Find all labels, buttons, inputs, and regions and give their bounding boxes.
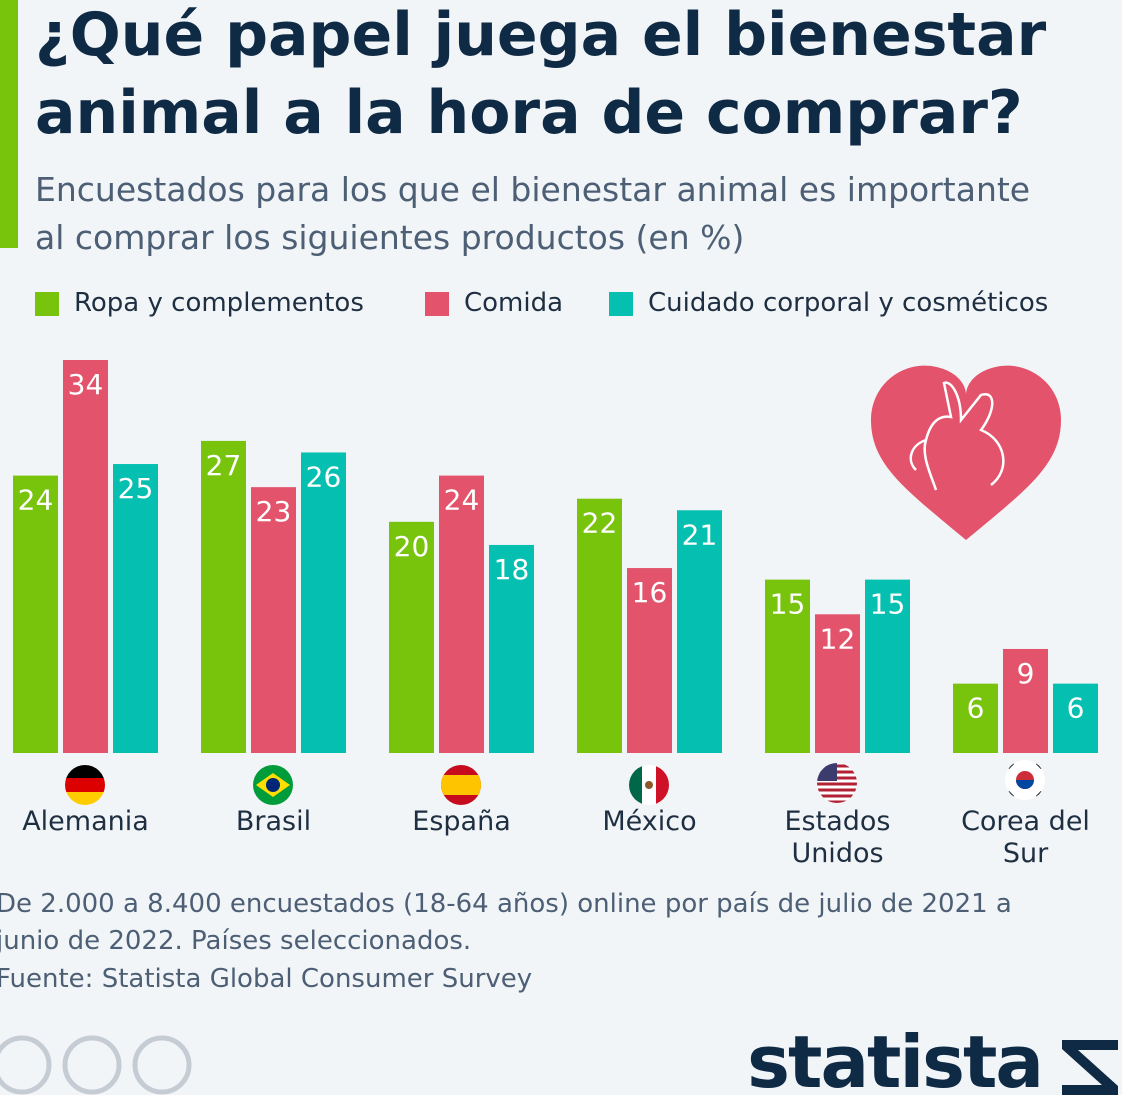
legend-label: Ropa y complementos <box>74 288 364 318</box>
flags <box>65 760 1045 805</box>
legend-swatch <box>425 292 449 316</box>
bar <box>677 510 722 753</box>
bar <box>301 452 346 753</box>
bar <box>251 487 296 753</box>
value-label: 12 <box>820 622 856 655</box>
bar <box>389 521 434 753</box>
source: Fuente: Statista Global Consumer Survey <box>0 964 533 994</box>
x-tick-label: Estados Unidos <box>784 806 891 869</box>
bar <box>63 360 108 753</box>
note: De 2.000 a 8.400 encuestados (18-64 años… <box>0 889 1012 956</box>
value-label: 22 <box>582 507 618 540</box>
value-label: 27 <box>206 449 242 482</box>
value-label: 24 <box>444 484 480 517</box>
bar <box>201 440 246 753</box>
value-label: 6 <box>967 692 985 725</box>
legend-swatch <box>609 292 633 316</box>
legend-swatch <box>35 292 59 316</box>
value-label: 9 <box>1017 657 1035 690</box>
bar <box>113 464 158 753</box>
bar <box>815 614 860 753</box>
bar <box>765 579 810 753</box>
value-label: 34 <box>68 368 104 401</box>
brand-logo: statista <box>747 1020 1044 1095</box>
legend-label: Comida <box>464 288 564 318</box>
bar <box>439 475 484 753</box>
value-label: 23 <box>256 495 292 528</box>
value-label: 24 <box>18 484 54 517</box>
chart-subtitle: Encuestados para los que el bienestar an… <box>35 170 1031 257</box>
accent-bar <box>0 0 18 248</box>
license-icons <box>0 1035 192 1095</box>
bar <box>1003 648 1048 753</box>
chart-title: ¿Qué papel juega el bienestar animal a l… <box>35 0 1047 148</box>
x-tick-label: Corea del Sur <box>961 806 1090 869</box>
x-tick-label: Alemania <box>22 806 149 837</box>
value-label: 21 <box>682 518 718 551</box>
bar <box>13 475 58 753</box>
value-label: 16 <box>632 576 668 609</box>
x-tick-label: México <box>602 806 697 837</box>
x-tick-label: España <box>412 806 511 837</box>
x-tick-label: Brasil <box>235 806 312 837</box>
value-label: 18 <box>494 553 530 586</box>
value-label: 25 <box>118 472 154 505</box>
bar <box>489 544 534 753</box>
bar <box>627 568 672 753</box>
logo-mark <box>1062 1040 1118 1095</box>
bar <box>577 498 622 753</box>
bar <box>865 579 910 753</box>
value-label: 6 <box>1067 692 1085 725</box>
heart-icon <box>871 365 1061 540</box>
bar <box>953 683 998 753</box>
legend-label: Cuidado corporal y cosméticos <box>648 288 1049 318</box>
value-label: 20 <box>394 530 430 563</box>
value-label: 15 <box>870 588 906 621</box>
value-label: 15 <box>770 588 806 621</box>
value-label: 26 <box>306 460 342 493</box>
bar <box>1053 683 1098 753</box>
